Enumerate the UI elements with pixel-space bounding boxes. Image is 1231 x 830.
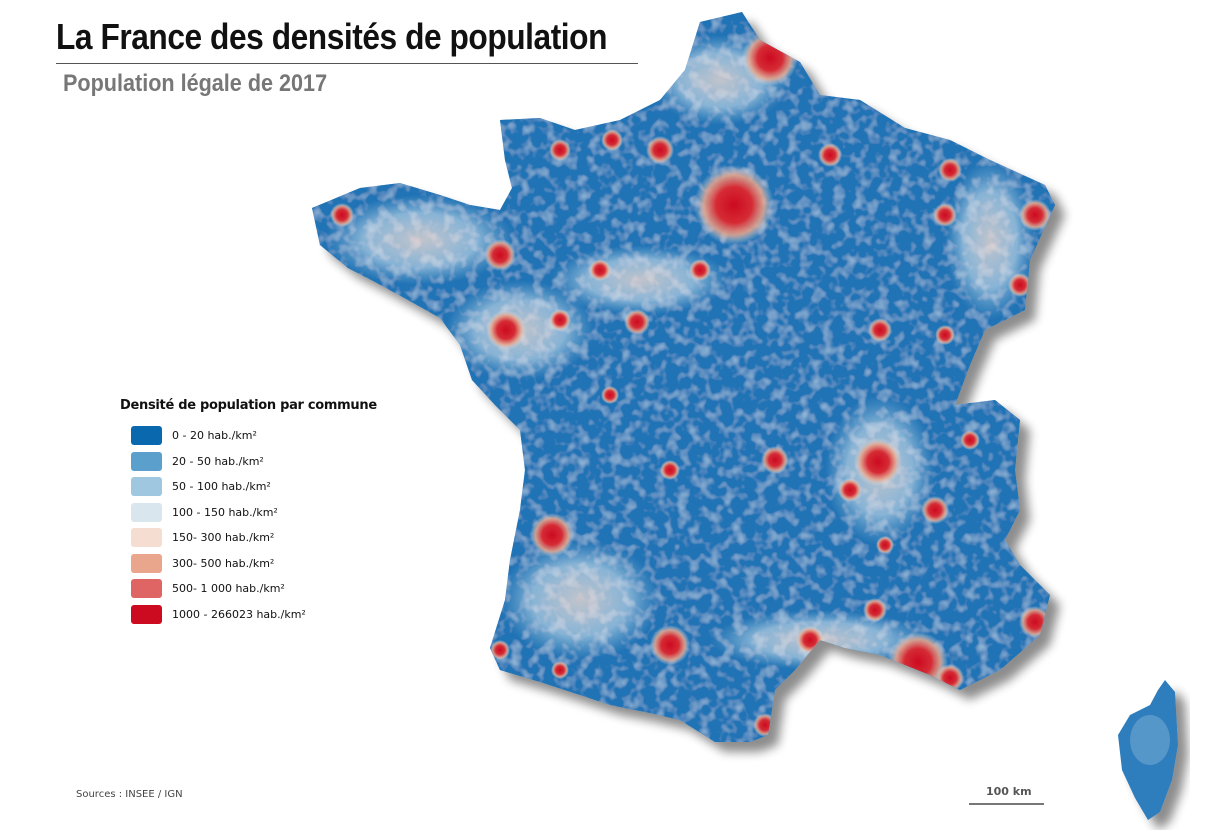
legend-swatch [131, 477, 162, 497]
legend-swatch [131, 579, 162, 599]
city-dijon [868, 318, 892, 342]
city-saint-etienne [838, 478, 862, 502]
city-perpignan [753, 713, 777, 737]
city-lyon [854, 438, 902, 486]
city-le-mans [589, 259, 611, 281]
city-annecy [960, 430, 980, 450]
city-limoges [660, 460, 680, 480]
legend-item: 150- 300 hab./km² [131, 525, 377, 551]
city-poitiers [601, 386, 619, 404]
city-caen [549, 139, 571, 161]
legend-label: 500- 1 000 hab./km² [172, 582, 285, 596]
city-montpellier [796, 626, 824, 654]
corsica [1118, 680, 1178, 820]
city-nancy [933, 203, 957, 227]
city-nice [1019, 606, 1051, 638]
legend-item: 0 - 20 hab./km² [131, 423, 377, 449]
legend-swatch [131, 528, 162, 548]
city-paris [694, 165, 774, 245]
zone-southwest [500, 540, 660, 660]
legend-item: 300- 500 hab./km² [131, 551, 377, 577]
scale-bar [969, 803, 1044, 805]
legend-swatch [131, 451, 162, 471]
city-avignon [863, 598, 887, 622]
city-metz [938, 158, 962, 182]
legend-item: 50 - 100 hab./km² [131, 474, 377, 500]
legend-swatch [131, 604, 162, 624]
city-toulouse [650, 625, 690, 665]
city-rennes [484, 239, 516, 271]
legend-swatch [131, 553, 162, 573]
legend-label: 100 - 150 hab./km² [172, 505, 278, 519]
city-strasbourg [1019, 199, 1051, 231]
legend-item: 20 - 50 hab./km² [131, 449, 377, 475]
city-besancon [935, 325, 955, 345]
source-note: Sources : INSEE / IGN [76, 789, 183, 800]
legend-label: 20 - 50 hab./km² [172, 454, 264, 468]
city-le-havre [601, 129, 623, 151]
city-valence [876, 536, 894, 554]
city-reims [818, 143, 842, 167]
city-brest [330, 203, 354, 227]
legend-swatch [131, 426, 162, 446]
legend-item: 1000 - 266023 hab./km² [131, 602, 377, 628]
map-title: La France des densités de population [56, 16, 608, 57]
legend-rows: 0 - 20 hab./km² 20 - 50 hab./km² 50 - 100 … [120, 423, 377, 627]
city-orleans [689, 259, 711, 281]
city-marseille [888, 632, 948, 692]
zone-brittany [325, 195, 515, 285]
density-legend: Densité de population par commune 0 - 20… [120, 398, 377, 627]
corsica-light-zone [1130, 715, 1170, 765]
city-mulhouse [1008, 273, 1032, 297]
city-bordeaux [530, 513, 574, 557]
legend-label: 0 - 20 hab./km² [172, 429, 257, 443]
city-pau [551, 661, 569, 679]
scale-label: 100 km [986, 785, 1032, 798]
city-tours [624, 309, 650, 335]
city-angers [549, 309, 571, 331]
city-clermont [761, 446, 789, 474]
legend-label: 1000 - 266023 hab./km² [172, 607, 306, 621]
legend-label: 50 - 100 hab./km² [172, 480, 271, 494]
legend-title: Densité de population par commune [120, 398, 377, 413]
city-grenoble [921, 496, 949, 524]
legend-swatch [131, 502, 162, 522]
legend-label: 150- 300 hab./km² [172, 531, 275, 545]
city-rouen [646, 136, 674, 164]
city-toulon [936, 664, 964, 692]
map-subtitle: Population légale de 2017 [63, 70, 328, 97]
city-lille [742, 30, 798, 86]
city-nantes [486, 310, 526, 350]
legend-item: 500- 1 000 hab./km² [131, 576, 377, 602]
legend-item: 100 - 150 hab./km² [131, 500, 377, 526]
density-layers [312, 12, 1055, 742]
legend-label: 300- 500 hab./km² [172, 556, 275, 570]
city-bayonne [490, 640, 510, 660]
title-underline [56, 63, 638, 64]
